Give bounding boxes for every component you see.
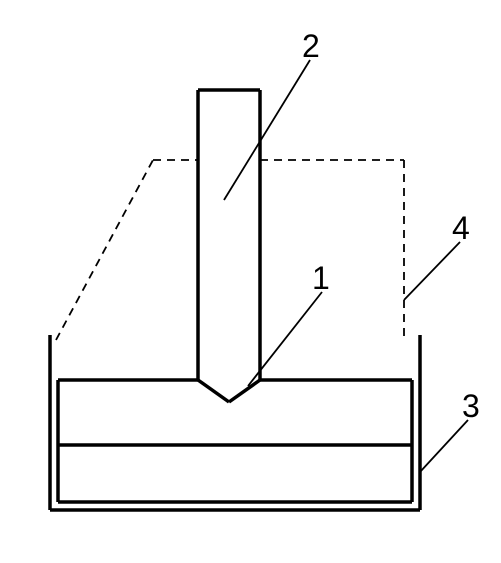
leader-4	[404, 242, 460, 300]
callout-label-4: 4	[452, 210, 470, 247]
callout-label-1: 1	[312, 260, 330, 297]
dashed-envelope	[56, 160, 404, 340]
technical-diagram: 1 2 3 4	[0, 0, 501, 558]
inner-block	[58, 380, 412, 502]
callout-label-2: 2	[302, 28, 320, 65]
leader-3	[420, 420, 468, 472]
callout-label-3: 3	[462, 388, 480, 425]
leader-2	[224, 60, 310, 200]
container-u-shape	[50, 335, 420, 510]
vertical-bar	[198, 90, 260, 380]
diagram-svg	[0, 0, 501, 558]
